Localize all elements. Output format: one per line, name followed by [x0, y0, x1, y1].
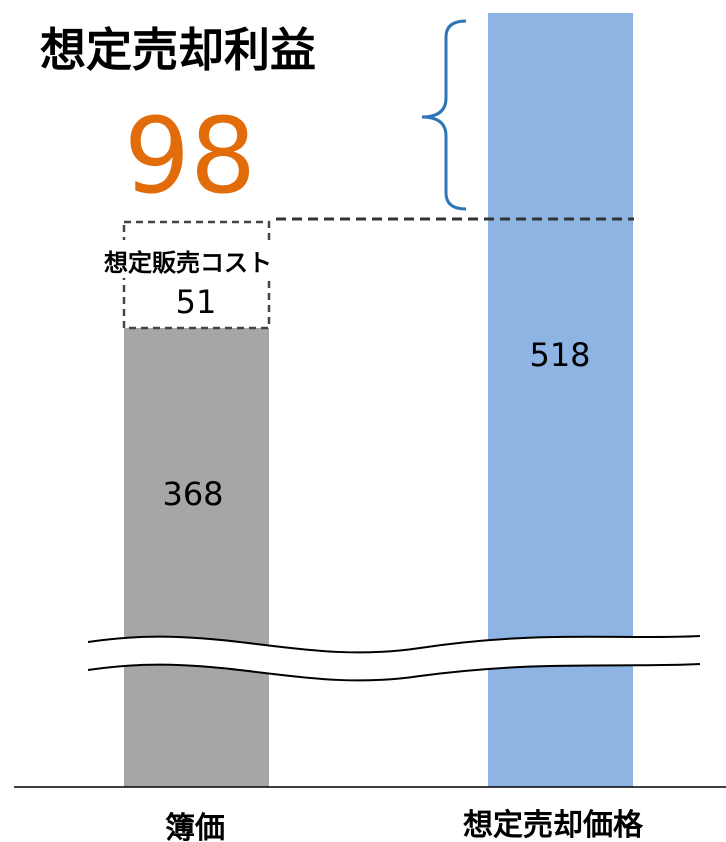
bar-label-book: 368	[162, 475, 223, 513]
bar-label-sale: 518	[529, 336, 590, 374]
selling-cost-value: 51	[176, 283, 217, 321]
bar-sale-price	[488, 13, 633, 787]
bar-book-value	[124, 328, 269, 787]
profit-value: 98	[124, 95, 256, 217]
selling-cost-label-bg	[84, 240, 294, 278]
axis-break-line-bottom	[87, 663, 701, 682]
chart-title: 想定売却利益	[40, 23, 316, 77]
category-label-sale: 想定売却価格	[463, 808, 644, 842]
category-label-book: 簿価	[165, 811, 225, 842]
selling-cost-label: 想定販売コスト	[104, 249, 272, 277]
profit-brace	[421, 19, 467, 211]
axis-break-line-top	[87, 635, 701, 654]
